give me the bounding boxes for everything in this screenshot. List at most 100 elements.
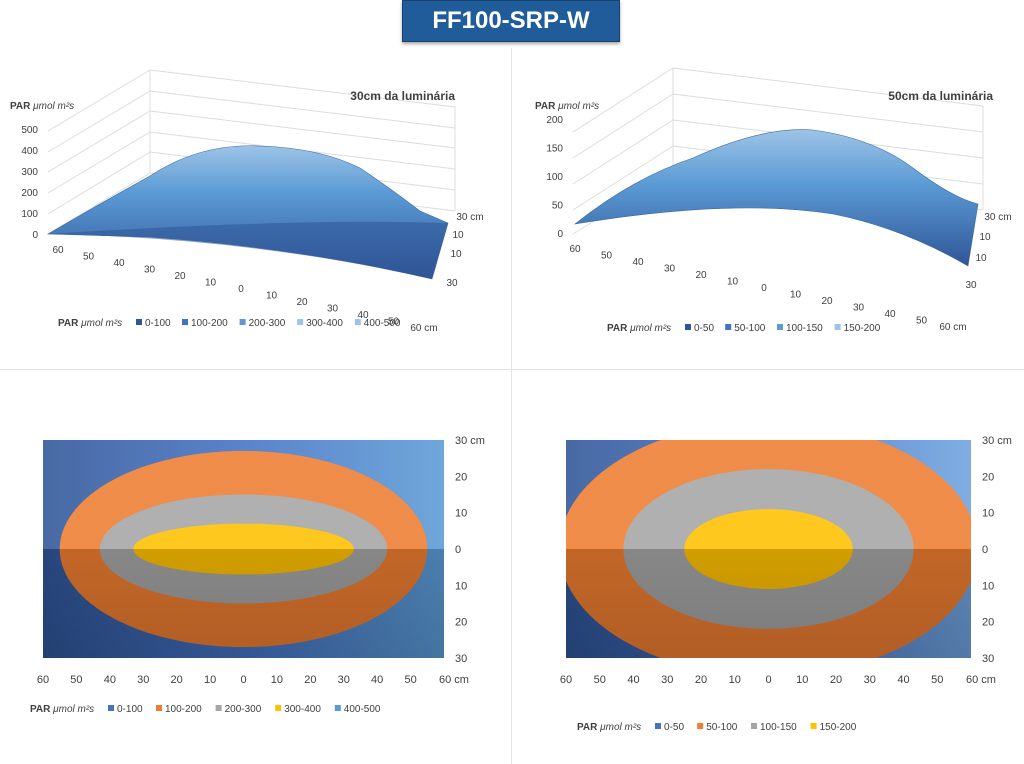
y-tick-label: 10 [982,580,994,592]
legend-item: 300-400 [306,318,343,329]
y-tick-label: 30 cm [456,212,483,223]
z-tick-label: 0 [557,229,563,240]
y-tick-label: 10 [982,508,994,520]
z-tick-labels: 0 100 200 300 400 500 [21,125,38,241]
x-tick-label: 0 [761,283,767,294]
y-tick-label: 20 [455,471,467,483]
x-tick-label: 60 cm [966,674,996,686]
legend-item: 100-150 [786,323,823,334]
legend-swatch [834,324,841,330]
legend-item: 0-100 [117,704,143,715]
x-tick-label: 30 [853,303,865,314]
x-tick-label: 60 [37,674,49,686]
x-tick-label: 20 [830,674,842,686]
legend: PAR μmol m²s 0-100 100-200 200-300 300-400 40… [58,318,401,329]
horizontal-divider [0,369,1024,370]
legend-item: 400-500 [344,704,381,715]
z-axis-label: PAR μmol m²s [535,101,599,112]
legend-item: 300-400 [284,704,321,715]
legend-item: 200-300 [249,318,286,329]
x-tick-label: 30 [664,264,676,275]
x-tick-label: 0 [765,674,771,686]
x-tick-label: 40 [897,674,909,686]
legend-title: PAR μmol m²s [58,318,122,329]
z-tick-label: 100 [21,209,38,220]
x-tick-label: 30 [137,674,149,686]
surface-mesh [573,129,979,267]
x-tick-label: 20 [296,297,308,308]
y-tick-label: 10 [455,580,467,592]
legend-item: 0-50 [664,722,684,733]
x-tick-label: 10 [271,674,283,686]
x-tick-label: 40 [884,309,896,320]
x-tick-label: 40 [632,257,644,268]
x-tick-labels: 60 50 40 30 20 10 0 10 20 30 40 50 60 cm [37,674,469,686]
x-tick-labels: 60 50 40 30 20 10 0 10 20 30 40 50 60 cm [52,245,437,334]
x-tick-label: 40 [371,674,383,686]
legend-item: 50-100 [734,323,766,334]
legend-swatch [182,319,188,325]
x-tick-label: 50 [931,674,943,686]
x-tick-label: 40 [113,258,125,269]
y-tick-label: 10 [455,508,467,520]
legend-item: 200-300 [225,704,262,715]
x-tick-label: 60 cm [410,323,437,334]
legend-swatch [725,324,732,330]
contour-chart-30cm: 60 50 40 30 20 10 0 10 20 30 40 50 60 cm 30 cm 20 10 0 1… [30,435,485,715]
x-tick-label: 50 [601,251,613,262]
x-tick-label: 60 [569,244,581,255]
y-tick-labels: 30 cm 10 10 30 [446,212,483,289]
x-tick-label: 10 [790,290,802,301]
x-tick-label: 20 [695,674,707,686]
x-tick-label: 60 [52,245,64,256]
x-tick-label: 30 [661,674,673,686]
x-tick-label: 40 [357,310,369,321]
x-tick-label: 50 [404,674,416,686]
chart-title: 50cm da luminária [888,89,993,103]
legend-swatch [685,324,691,330]
x-tick-label: 60 cm [439,674,469,686]
z-tick-label: 400 [21,146,38,157]
y-tick-label: 20 [982,471,994,483]
y-tick-labels: 30 cm 20 10 0 10 20 30 [982,435,1012,665]
x-tick-label: 10 [266,291,278,302]
x-tick-label: 30 [338,674,350,686]
y-tick-label: 0 [982,544,988,556]
z-tick-label: 300 [21,167,38,178]
x-tick-label: 50 [388,317,400,328]
x-tick-label: 0 [240,674,246,686]
x-tick-labels: 60 50 40 30 20 10 0 10 20 30 40 50 60 cm [560,674,996,686]
y-tick-label: 10 [979,232,991,243]
y-tick-labels: 30 cm 10 10 30 [965,212,1011,291]
z-tick-label: 150 [546,144,563,155]
contour-chart-50cm: 60 50 40 30 20 10 0 10 20 30 40 50 60 cm 30 cm 20 10 0 1… [560,435,1012,733]
y-tick-label: 30 cm [984,212,1011,223]
legend-title: PAR μmol m²s [607,323,671,334]
y-tick-label: 30 [965,280,977,291]
legend-item: 50-100 [706,722,738,733]
y-tick-label: 30 [455,653,467,665]
x-tick-label: 10 [205,278,217,289]
surface-chart-50cm: 50cm da luminária PAR μmol m²s 050100150… [535,67,1012,334]
x-tick-label: 30 [144,265,156,276]
x-tick-label: 10 [204,674,216,686]
x-tick-label: 40 [627,674,639,686]
x-tick-label: 20 [695,270,707,281]
legend-item: 100-200 [191,318,228,329]
z-tick-label: 500 [21,125,38,136]
x-tick-label: 50 [916,316,928,327]
plot-shading [566,440,971,658]
legend-item: 150-200 [844,323,881,334]
y-tick-label: 10 [975,253,987,264]
y-tick-label: 0 [455,544,461,556]
x-tick-label: 10 [727,277,739,288]
legend-swatch [655,723,661,729]
legend-item: 0-50 [694,323,714,334]
legend: PAR μmol m²s 0-50 50-100 100-150 150-200 [607,323,881,334]
legend-item: 100-150 [760,722,797,733]
z-tick-label: 0 [32,230,38,241]
x-tick-label: 10 [796,674,808,686]
vertical-divider [511,48,512,764]
surface-front-face [48,221,448,279]
legend-item: 150-200 [820,722,857,733]
